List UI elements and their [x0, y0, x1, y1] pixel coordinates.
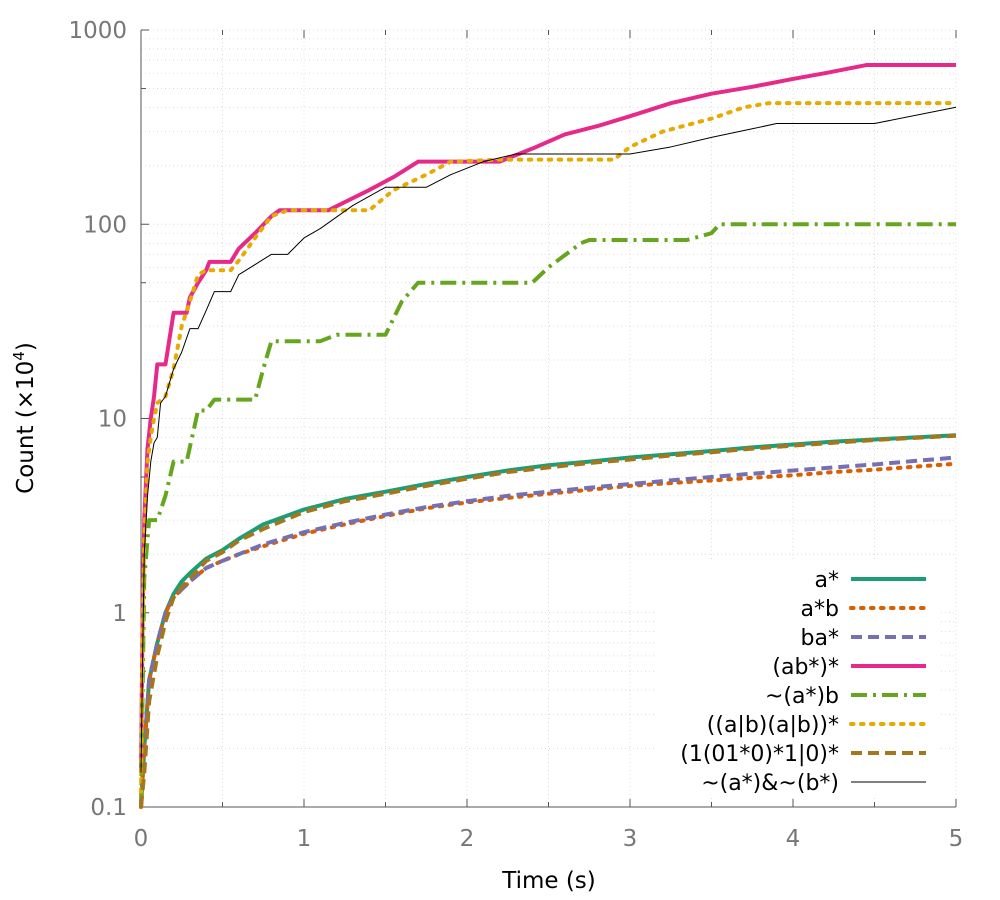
legend-background — [655, 559, 940, 797]
x-tick-label: 0 — [134, 826, 149, 852]
series-line-2 — [139, 461, 958, 809]
series-line-6 — [139, 101, 958, 794]
x-tick-label: 1 — [297, 826, 312, 852]
y-axis-title-exponent: 4 — [10, 351, 28, 361]
legend-label: ((a|b)(a|b))* — [707, 713, 839, 738]
y-tick-label: 0.1 — [90, 795, 127, 821]
x-tick-label: 4 — [786, 826, 801, 852]
x-tick-label: 2 — [460, 826, 475, 852]
y-tick-label: 100 — [83, 212, 127, 238]
legend-label: ba* — [801, 626, 839, 651]
x-tick-label: 5 — [949, 826, 964, 852]
legend-label: a* — [815, 568, 839, 593]
y-tick-label: 10 — [98, 407, 127, 433]
x-tick-label: 3 — [623, 826, 638, 852]
legend-label: ~(a*)b — [765, 684, 839, 709]
y-axis-title-close: ) — [13, 342, 39, 351]
legend-label: a*b — [801, 597, 839, 622]
y-tick-label: 1 — [112, 601, 127, 627]
legend-label: (1(01*0)*1|0)* — [680, 742, 839, 767]
series-line-5 — [139, 222, 956, 808]
y-tick-label: 1000 — [68, 18, 127, 44]
y-axis-title: Count (×104) — [10, 342, 39, 494]
legend: a* a*b ba* (ab*)* ~(a*)b ((a|b)(a|b))* (1(01*0… — [655, 559, 940, 797]
legend-label: ~(a*)&~(b*) — [701, 771, 839, 796]
legend-label: (ab*)* — [772, 655, 839, 680]
series-lines — [139, 63, 958, 809]
y-axis-title-main: Count (×10 — [13, 361, 39, 494]
x-axis-title: Time (s) — [501, 868, 596, 894]
series-line-7 — [139, 433, 957, 808]
series-line-8 — [140, 106, 957, 773]
